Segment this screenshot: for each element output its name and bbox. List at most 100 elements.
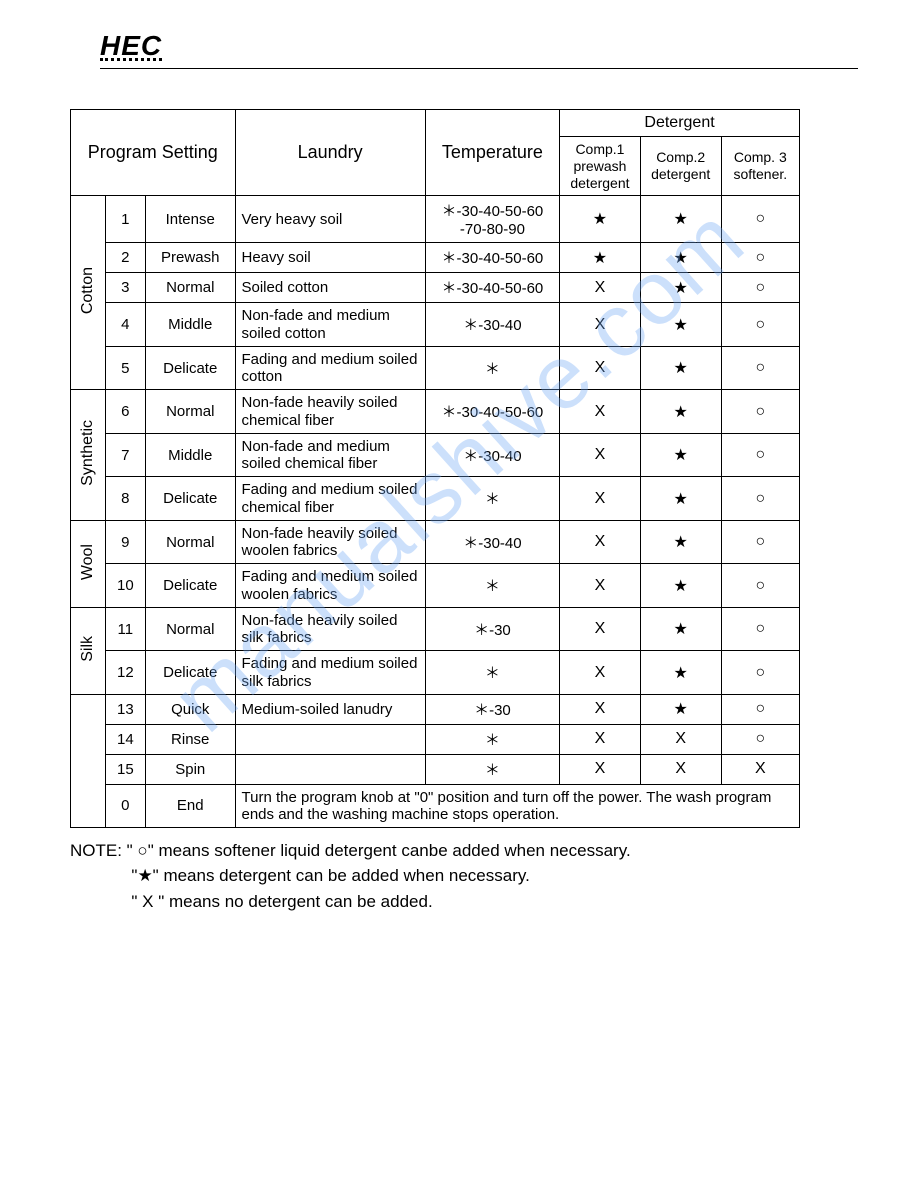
row-number: 4 (105, 303, 145, 347)
temperature-cell: ＊ (425, 477, 559, 521)
note-line-3: " X " means no detergent can be added. (70, 889, 858, 915)
setting-cell: Quick (145, 694, 235, 724)
comp3-cell: ○ (721, 520, 799, 564)
laundry-cell: Non-fade heavily soiled chemical fiber (235, 390, 425, 434)
header-detergent: Detergent (560, 110, 800, 137)
setting-cell: Delicate (145, 564, 235, 608)
comp3-cell: ○ (721, 273, 799, 303)
table-row: 12DelicateFading and medium soiled silk … (71, 651, 800, 695)
temperature-cell: ＊-30-40-50-60 (425, 273, 559, 303)
row-number: 1 (105, 196, 145, 243)
comp3-cell: ○ (721, 477, 799, 521)
table-row: 8DelicateFading and medium soiled chemic… (71, 477, 800, 521)
temperature-cell: ＊-30-40 (425, 433, 559, 477)
comp1-cell: X (560, 754, 641, 784)
laundry-cell: Fading and medium soiled woolen fabrics (235, 564, 425, 608)
temperature-cell: ＊-30 (425, 607, 559, 651)
setting-cell: Middle (145, 433, 235, 477)
comp2-cell: ★ (640, 564, 721, 608)
temperature-cell: ＊ (425, 754, 559, 784)
row-number: 13 (105, 694, 145, 724)
logo-text: HEC (100, 33, 162, 61)
table-row: 2PrewashHeavy soil＊-30-40-50-60★★○ (71, 243, 800, 273)
header-comp3: Comp. 3 softener. (721, 137, 799, 196)
table-row: 7MiddleNon-fade and medium soiled chemic… (71, 433, 800, 477)
category-label: Silk (79, 636, 97, 662)
end-note-cell: Turn the program knob at "0" position an… (235, 784, 800, 827)
comp3-cell: ○ (721, 196, 799, 243)
laundry-cell: Heavy soil (235, 243, 425, 273)
comp3-cell: ○ (721, 433, 799, 477)
row-number: 5 (105, 346, 145, 390)
laundry-cell: Non-fade heavily soiled silk fabrics (235, 607, 425, 651)
table-row: 14Rinse＊XX○ (71, 724, 800, 754)
row-number: 0 (105, 784, 145, 827)
comp2-cell: ★ (640, 433, 721, 477)
comp3-cell: ○ (721, 607, 799, 651)
row-number: 7 (105, 433, 145, 477)
comp3-cell: ○ (721, 651, 799, 695)
document-page: { "logo": "HEC", "watermark": "manualshi… (0, 0, 918, 974)
table-row: Cotton1IntenseVery heavy soil＊-30-40-50-… (71, 196, 800, 243)
category-label: Wool (79, 544, 97, 580)
setting-cell: Intense (145, 196, 235, 243)
row-number: 14 (105, 724, 145, 754)
comp1-cell: X (560, 520, 641, 564)
category-label: Cotton (79, 267, 97, 314)
comp2-cell: ★ (640, 607, 721, 651)
comp2-cell: ★ (640, 303, 721, 347)
setting-cell: End (145, 784, 235, 827)
comp2-cell: ★ (640, 346, 721, 390)
header-comp2: Comp.2 detergent (640, 137, 721, 196)
setting-cell: Middle (145, 303, 235, 347)
comp1-cell: X (560, 273, 641, 303)
setting-cell: Spin (145, 754, 235, 784)
comp3-cell: X (721, 754, 799, 784)
row-number: 11 (105, 607, 145, 651)
comp3-cell: ○ (721, 724, 799, 754)
temperature-cell: ＊-30-40 (425, 303, 559, 347)
laundry-cell: Medium-soiled lanudry (235, 694, 425, 724)
comp3-cell: ○ (721, 243, 799, 273)
row-number: 15 (105, 754, 145, 784)
comp1-cell: X (560, 433, 641, 477)
comp3-cell: ○ (721, 390, 799, 434)
comp2-cell: ★ (640, 520, 721, 564)
comp1-cell: ★ (560, 196, 641, 243)
row-number: 10 (105, 564, 145, 608)
temperature-cell: ＊-30-40-50-60 (425, 243, 559, 273)
header-program-setting: Program Setting (71, 110, 236, 196)
comp1-cell: X (560, 346, 641, 390)
laundry-cell: Soiled cotton (235, 273, 425, 303)
comp1-cell: ★ (560, 243, 641, 273)
temperature-cell: ＊-30 (425, 694, 559, 724)
comp1-cell: X (560, 564, 641, 608)
header-laundry: Laundry (235, 110, 425, 196)
table-row: Synthetic6NormalNon-fade heavily soiled … (71, 390, 800, 434)
laundry-cell: Non-fade heavily soiled woolen fabrics (235, 520, 425, 564)
temperature-cell: ＊ (425, 724, 559, 754)
table-body: Cotton1IntenseVery heavy soil＊-30-40-50-… (71, 196, 800, 828)
hec-logo: HEC (100, 30, 858, 69)
laundry-cell: Fading and medium soiled silk fabrics (235, 651, 425, 695)
table-header: Program Setting Laundry Temperature Dete… (71, 110, 800, 196)
setting-cell: Normal (145, 607, 235, 651)
laundry-cell: Non-fade and medium soiled cotton (235, 303, 425, 347)
comp2-cell: ★ (640, 694, 721, 724)
comp2-cell: ★ (640, 243, 721, 273)
row-number: 2 (105, 243, 145, 273)
laundry-cell: Fading and medium soiled chemical fiber (235, 477, 425, 521)
setting-cell: Normal (145, 390, 235, 434)
temperature-cell: ＊ (425, 346, 559, 390)
comp2-cell: ★ (640, 390, 721, 434)
setting-cell: Normal (145, 520, 235, 564)
category-cell: Wool (71, 520, 106, 607)
setting-cell: Delicate (145, 346, 235, 390)
notes-block: NOTE: " ○" means softener liquid deterge… (70, 838, 858, 915)
table-row: 3NormalSoiled cotton＊-30-40-50-60X★○ (71, 273, 800, 303)
laundry-cell (235, 724, 425, 754)
table-row: 15Spin＊XXX (71, 754, 800, 784)
temperature-cell: ＊ (425, 564, 559, 608)
table-row: 5DelicateFading and medium soiled cotton… (71, 346, 800, 390)
category-cell (71, 694, 106, 827)
